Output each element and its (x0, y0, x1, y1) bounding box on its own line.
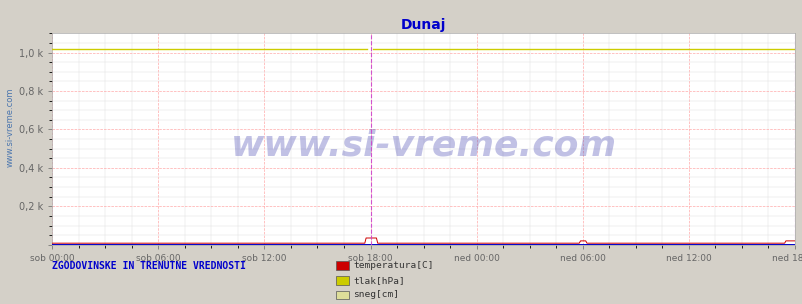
Text: www.si-vreme.com: www.si-vreme.com (6, 88, 15, 168)
Title: Dunaj: Dunaj (400, 18, 446, 32)
Text: temperatura[C]: temperatura[C] (353, 261, 433, 270)
Text: ZGODOVINSKE IN TRENUTNE VREDNOSTI: ZGODOVINSKE IN TRENUTNE VREDNOSTI (52, 261, 245, 271)
Text: sneg[cm]: sneg[cm] (353, 290, 399, 299)
Text: www.si-vreme.com: www.si-vreme.com (230, 128, 616, 162)
Text: tlak[hPa]: tlak[hPa] (353, 276, 404, 285)
